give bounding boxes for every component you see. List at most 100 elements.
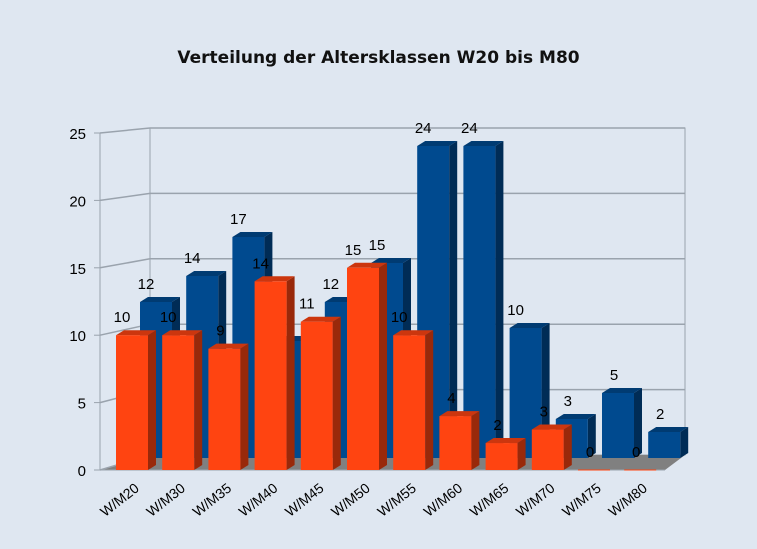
bar-top	[140, 297, 180, 302]
bar-top	[439, 411, 480, 417]
bar-front-W/M40: 14	[252, 255, 295, 470]
bar-front-W/M50: 15	[345, 242, 387, 470]
data-label: 4	[447, 390, 455, 407]
bar-face	[531, 429, 564, 470]
data-label: 11	[299, 296, 315, 313]
data-label: 10	[114, 309, 131, 326]
bar-face	[254, 281, 287, 470]
bar-face	[602, 393, 634, 458]
data-label: 10	[507, 302, 524, 319]
y-tick-label: 15	[69, 261, 86, 278]
x-tick-label: W/M45	[282, 480, 327, 520]
bar-top	[555, 414, 596, 419]
bar-side	[517, 438, 526, 470]
bar-side	[286, 276, 295, 470]
x-tick-label: W/M20	[97, 480, 142, 520]
x-tick-label: W/M60	[420, 480, 465, 520]
bar-back-W/M75: 5	[602, 367, 642, 458]
gridline-side	[99, 258, 151, 269]
x-tick-label: W/M35	[189, 480, 234, 520]
bar-face	[463, 146, 496, 458]
bar-face	[439, 416, 472, 470]
bar-top	[417, 141, 458, 146]
data-label: 17	[230, 211, 247, 228]
bar-front-W/M30: 10	[160, 309, 203, 470]
bar-side	[563, 424, 572, 470]
bar-top	[116, 330, 156, 336]
bar-back-W/M60: 24	[461, 120, 504, 458]
data-label: 10	[160, 309, 177, 326]
x-tick-label: W/M40	[236, 480, 281, 520]
data-label: 0	[632, 444, 640, 461]
data-label: 14	[252, 255, 269, 272]
data-label: 3	[564, 393, 572, 410]
data-label: 5	[610, 367, 618, 384]
x-tick-label: W/M80	[605, 480, 650, 520]
bar-top	[186, 271, 227, 276]
data-label: 2	[493, 417, 501, 434]
y-tick-label: 5	[78, 396, 86, 413]
bar-front-W/M75: 0	[578, 444, 610, 471]
y-tick-label: 25	[69, 126, 86, 143]
bar-side	[471, 411, 480, 470]
bar-face	[300, 321, 333, 470]
bar-top	[393, 330, 434, 336]
data-label: 15	[345, 242, 362, 259]
x-tick-label: W/M75	[559, 480, 604, 520]
x-tick-label: W/M55	[374, 480, 419, 520]
bar-face	[393, 335, 426, 470]
bar-front-W/M20: 10	[114, 309, 156, 470]
bar-side	[240, 343, 249, 470]
bar-face	[162, 335, 195, 470]
bar-top	[254, 276, 295, 282]
bar-side	[449, 141, 458, 458]
data-label: 24	[461, 120, 478, 137]
gridline-side	[99, 192, 151, 202]
bar-top	[300, 316, 341, 322]
bar-side	[379, 262, 387, 470]
bar-side	[425, 330, 434, 470]
bar-front-W/M60: 4	[439, 390, 480, 470]
gridline-side	[99, 127, 151, 134]
bar-top	[485, 438, 526, 444]
data-label: 10	[391, 309, 408, 326]
bar-side	[332, 316, 341, 470]
bar-side	[541, 323, 550, 458]
bar-top	[648, 427, 689, 432]
bar-top	[347, 262, 387, 268]
bar-face	[485, 443, 518, 470]
bar-side	[680, 427, 689, 458]
y-tick-label: 10	[69, 328, 86, 345]
data-label: 12	[138, 276, 155, 293]
data-label: 2	[656, 406, 664, 423]
bar-top	[602, 388, 642, 393]
data-label: 14	[184, 250, 201, 267]
bar-top	[463, 141, 504, 146]
x-tick-label: W/M70	[513, 480, 558, 520]
bar-top	[162, 330, 203, 336]
data-label: 24	[415, 120, 432, 137]
bar-front-W/M70: 3	[531, 404, 572, 470]
data-label: 3	[540, 404, 548, 421]
x-tick-label: W/M65	[467, 480, 512, 520]
bar-front-W/M45: 11	[299, 296, 341, 470]
bar-front-W/M65: 2	[485, 417, 526, 470]
bar-top	[531, 424, 572, 430]
bar-top	[232, 232, 273, 237]
data-label: 9	[216, 323, 224, 340]
data-label: 12	[322, 276, 339, 293]
bar-side	[194, 330, 203, 470]
y-tick-label: 0	[78, 463, 86, 480]
x-tick-label: W/M30	[143, 480, 188, 520]
y-tick-label: 20	[69, 193, 86, 210]
bar-side	[148, 330, 156, 470]
bar-side	[587, 414, 596, 458]
bar-front-W/M80: 0	[624, 444, 657, 471]
bar-face	[116, 335, 148, 470]
bar-top	[509, 323, 550, 328]
bar-side	[495, 141, 504, 458]
bar-side	[634, 388, 642, 458]
bar-back-W/M80: 2	[648, 406, 689, 458]
data-label: 15	[369, 237, 386, 254]
